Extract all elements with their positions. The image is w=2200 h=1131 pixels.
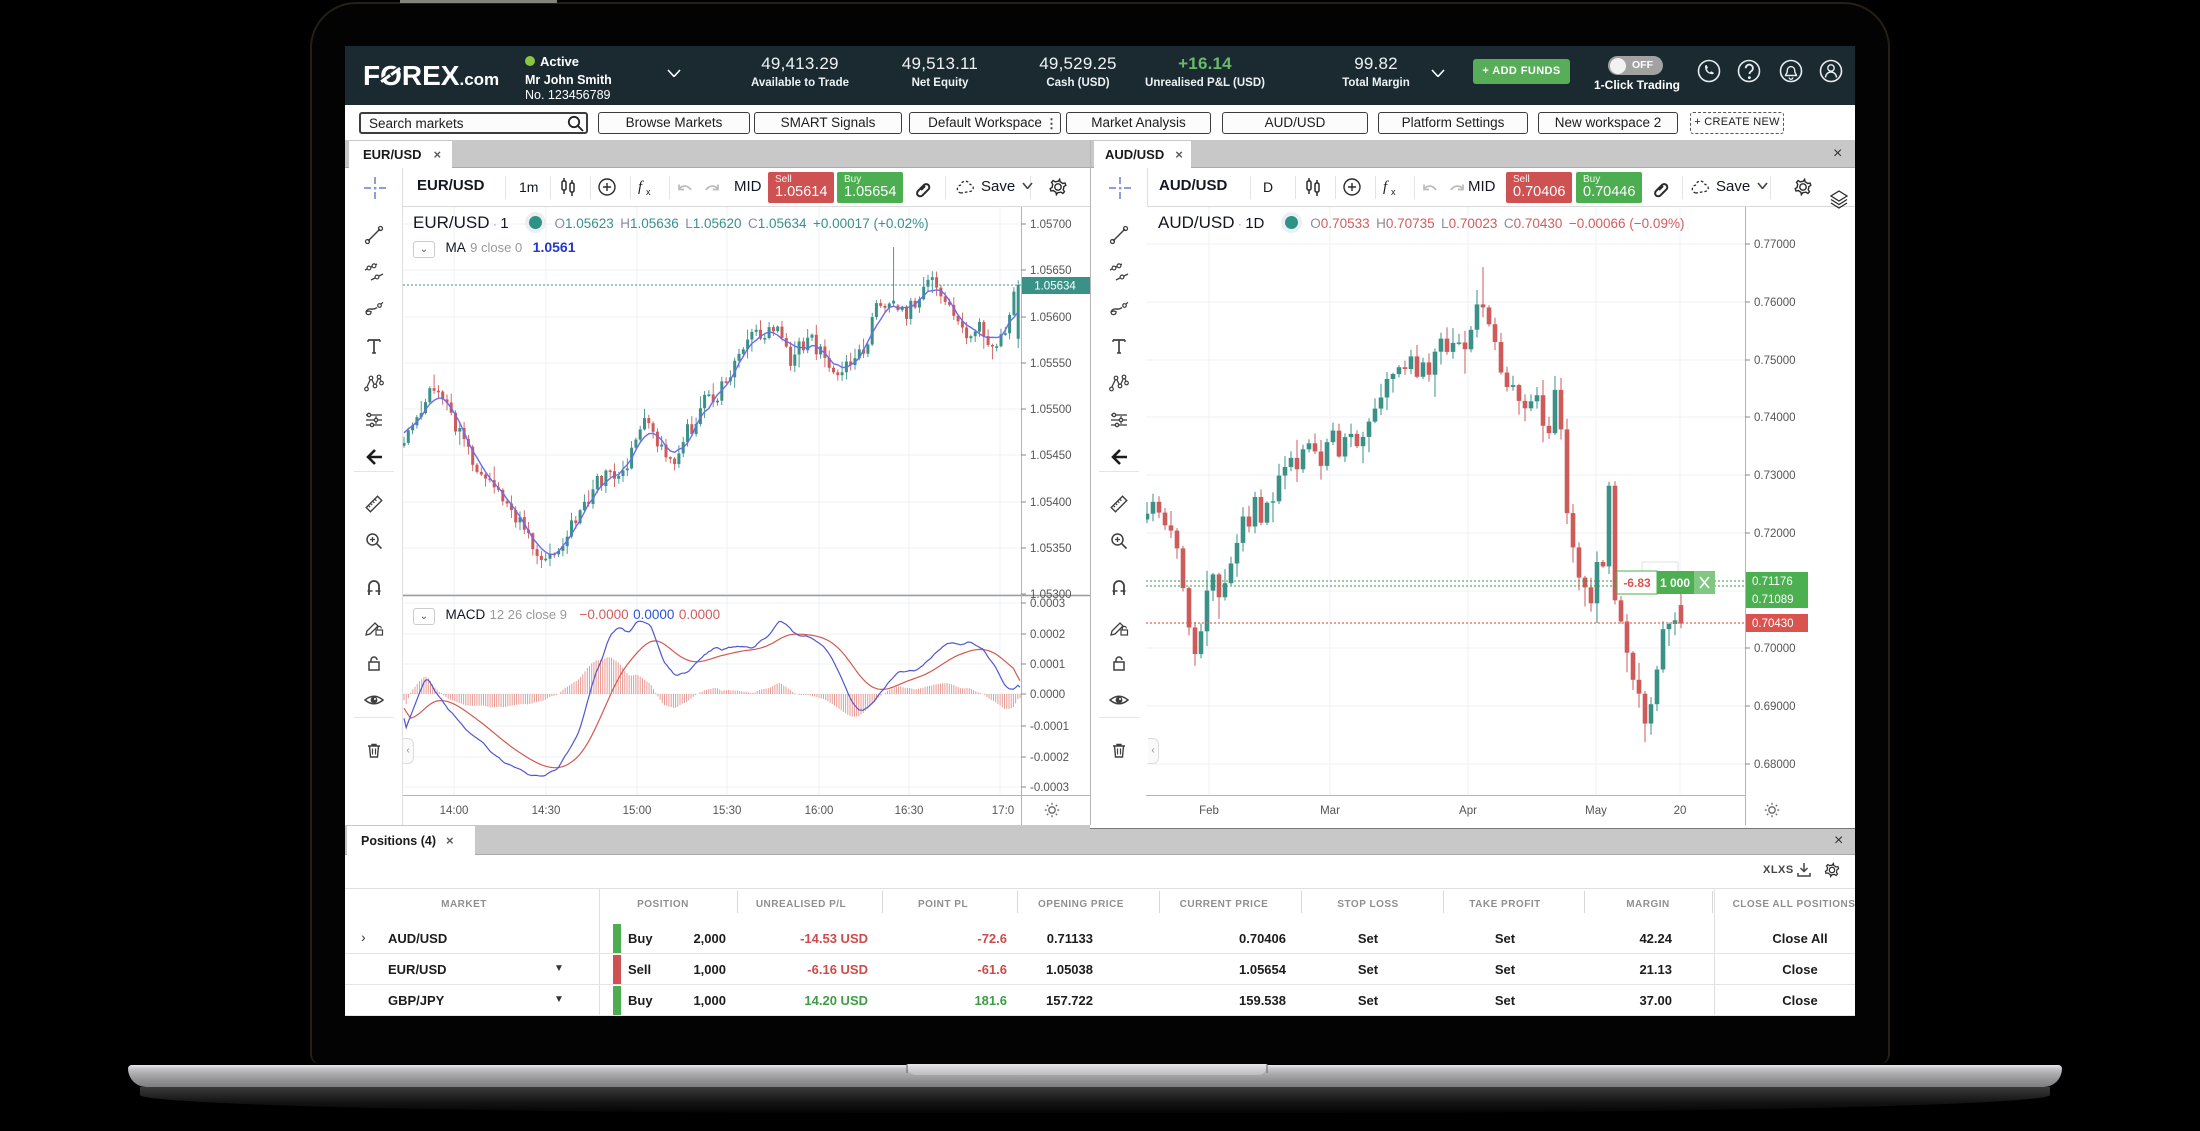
- svg-text:1.05350: 1.05350: [1030, 543, 1072, 555]
- svg-text:0.74000: 0.74000: [1754, 412, 1796, 424]
- svg-text:0.68000: 0.68000: [1754, 759, 1796, 771]
- svg-text:16:30: 16:30: [895, 805, 924, 817]
- svg-text:-0.0003: -0.0003: [1030, 782, 1069, 794]
- svg-text:f: f: [1383, 179, 1389, 195]
- svg-text:1.05600: 1.05600: [1030, 312, 1072, 324]
- svg-text:-6.83: -6.83: [1623, 576, 1651, 590]
- svg-text:f: f: [638, 179, 644, 195]
- svg-text:-0.0001: -0.0001: [1030, 721, 1069, 733]
- svg-text:0.76000: 0.76000: [1754, 297, 1796, 309]
- svg-text:0.0002: 0.0002: [1030, 629, 1065, 641]
- svg-text:0.73000: 0.73000: [1754, 470, 1796, 482]
- svg-text:0.75000: 0.75000: [1754, 355, 1796, 367]
- svg-text:1.05500: 1.05500: [1030, 404, 1072, 416]
- svg-text:1.05550: 1.05550: [1030, 358, 1072, 370]
- svg-text:Mar: Mar: [1320, 805, 1340, 817]
- svg-text:1.05650: 1.05650: [1030, 265, 1072, 277]
- svg-text:0.69000: 0.69000: [1754, 701, 1796, 713]
- svg-text:17:0: 17:0: [992, 805, 1014, 817]
- svg-text:x: x: [1391, 187, 1396, 197]
- svg-text:0.71176: 0.71176: [1752, 576, 1793, 588]
- svg-text:1.05450: 1.05450: [1030, 450, 1072, 462]
- svg-text:Feb: Feb: [1199, 805, 1219, 817]
- svg-text:0.70430: 0.70430: [1752, 618, 1794, 630]
- svg-text:x: x: [646, 187, 651, 197]
- svg-text:1 000: 1 000: [1660, 576, 1690, 590]
- svg-text:14:30: 14:30: [532, 805, 561, 817]
- svg-text:-0.0002: -0.0002: [1030, 752, 1069, 764]
- svg-text:16:00: 16:00: [805, 805, 834, 817]
- svg-text:0.70000: 0.70000: [1754, 643, 1796, 655]
- svg-text:Apr: Apr: [1459, 805, 1477, 817]
- svg-text:May: May: [1585, 805, 1607, 817]
- svg-text:20: 20: [1674, 805, 1687, 817]
- svg-text:1.05300: 1.05300: [1030, 589, 1072, 601]
- svg-text:1.05700: 1.05700: [1030, 219, 1072, 231]
- svg-text:15:30: 15:30: [713, 805, 742, 817]
- svg-text:0.0003: 0.0003: [1030, 598, 1065, 610]
- svg-text:0.0000: 0.0000: [1030, 689, 1065, 701]
- svg-text:0.72000: 0.72000: [1754, 528, 1796, 540]
- svg-text:0.77000: 0.77000: [1754, 239, 1796, 251]
- svg-text:0.0001: 0.0001: [1030, 659, 1065, 671]
- svg-text:1.05400: 1.05400: [1030, 497, 1072, 509]
- svg-text:0.71089: 0.71089: [1752, 594, 1794, 606]
- svg-text:14:00: 14:00: [440, 805, 469, 817]
- svg-text:15:00: 15:00: [623, 805, 652, 817]
- svg-text:1.05634: 1.05634: [1034, 281, 1076, 293]
